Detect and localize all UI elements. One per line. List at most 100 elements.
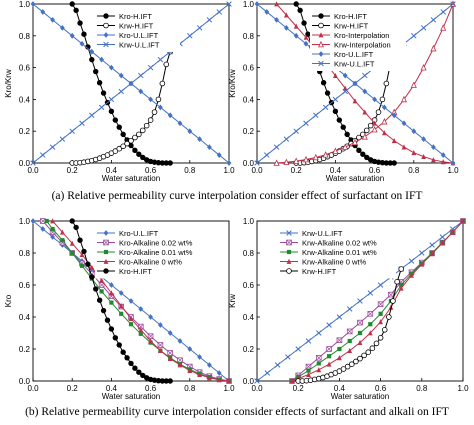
y-tick-label: 0.2 [243, 345, 255, 354]
data-point [159, 80, 166, 87]
data-point [148, 338, 153, 344]
data-point [177, 357, 183, 363]
plot-frame [256, 220, 464, 382]
data-point [167, 350, 174, 356]
data-point [429, 251, 435, 257]
data-point [120, 349, 126, 355]
data-point [167, 160, 173, 166]
legend-label: Kro-U.L.IFT [119, 31, 159, 40]
data-point [409, 272, 414, 278]
data-point [99, 277, 104, 283]
plot-frame [32, 220, 230, 382]
data-point [371, 125, 378, 133]
caption-a: (a) Relative permeability curve interpol… [51, 190, 423, 202]
data-point [391, 138, 397, 144]
data-point [357, 298, 363, 304]
data-point [440, 152, 446, 158]
x-tick-label: 0.8 [184, 166, 196, 175]
data-point [342, 72, 348, 79]
x-tick-label: 0.2 [67, 384, 79, 393]
data-point [79, 40, 85, 47]
data-point [382, 130, 387, 136]
data-point [128, 360, 134, 367]
data-point [364, 154, 370, 161]
x-tick-label: 0.4 [334, 384, 346, 393]
legend-entry: Kro-Interpolation [312, 31, 389, 40]
x-tick-label: 0.6 [375, 384, 387, 393]
data-point [367, 290, 374, 296]
data-point [81, 31, 87, 37]
data-point [50, 226, 55, 232]
data-point [60, 229, 65, 235]
data-point [340, 124, 346, 130]
data-point [177, 338, 183, 344]
legend-entry: Kro-Alkaline 0.01 wt% [97, 248, 193, 257]
data-point [138, 88, 144, 95]
data-point [264, 370, 271, 376]
data-point [49, 144, 56, 150]
data-point [293, 128, 299, 134]
legend-label: Krw-H.IFT [119, 21, 154, 30]
data-point [118, 290, 124, 296]
plot-frame [32, 3, 230, 164]
legend-marker [318, 22, 324, 29]
data-point [401, 120, 407, 127]
data-point [352, 98, 358, 104]
x-axis-label: Water saturation [331, 392, 389, 401]
data-point [332, 147, 339, 154]
legend-label: Krw-H.IFT [302, 267, 337, 276]
data-point [96, 80, 103, 86]
data-point [207, 375, 212, 381]
data-point [398, 266, 405, 272]
data-point [305, 338, 312, 344]
series-4 [50, 218, 232, 384]
data-point [100, 307, 107, 314]
data-point [408, 258, 415, 264]
data-point [132, 147, 138, 153]
data-point [421, 136, 426, 143]
data-point [302, 155, 310, 163]
data-point [187, 367, 193, 373]
y-tick-label: 1.0 [19, 217, 31, 226]
data-point [411, 149, 417, 156]
data-point [109, 282, 114, 288]
legend-box [278, 227, 396, 279]
data-point [348, 361, 355, 368]
data-point [167, 330, 173, 336]
data-point [378, 311, 383, 316]
data-point [147, 333, 154, 339]
data-point [315, 354, 322, 361]
data-point [313, 112, 319, 119]
data-point [297, 7, 303, 14]
chart-panel-2: 0.0 0.2 0.4 0.6 0.8 1.0 0.0 0.2 0.4 0.6 0.8 1.0 Wate… [228, 0, 459, 183]
data-point [431, 157, 436, 163]
y-tick-label: 1.0 [19, 0, 31, 9]
data-point [167, 112, 173, 119]
legend-marker [286, 249, 292, 255]
data-point [326, 346, 332, 352]
data-point [377, 301, 384, 307]
data-point [128, 322, 134, 327]
y-axis-label: Krw [228, 294, 237, 308]
data-point [119, 311, 124, 316]
data-point [295, 346, 301, 352]
data-point [254, 1, 260, 7]
legend-marker [103, 239, 109, 246]
data-point [216, 9, 222, 15]
y-tick-label: 0.6 [19, 281, 31, 290]
legend-entry: Krw-H.IFT [280, 267, 337, 276]
data-point [30, 1, 36, 7]
series-4 [30, 1, 232, 166]
legend-entry: Krw-Alkaline 0 wt% [280, 257, 367, 266]
data-point [301, 20, 307, 26]
data-point [377, 334, 384, 341]
data-point [431, 144, 436, 150]
data-point [264, 152, 270, 158]
data-point [305, 363, 312, 370]
data-point [274, 17, 279, 23]
data-point [362, 109, 368, 115]
data-point [284, 24, 289, 31]
y-tick-label: 0.4 [19, 313, 31, 322]
